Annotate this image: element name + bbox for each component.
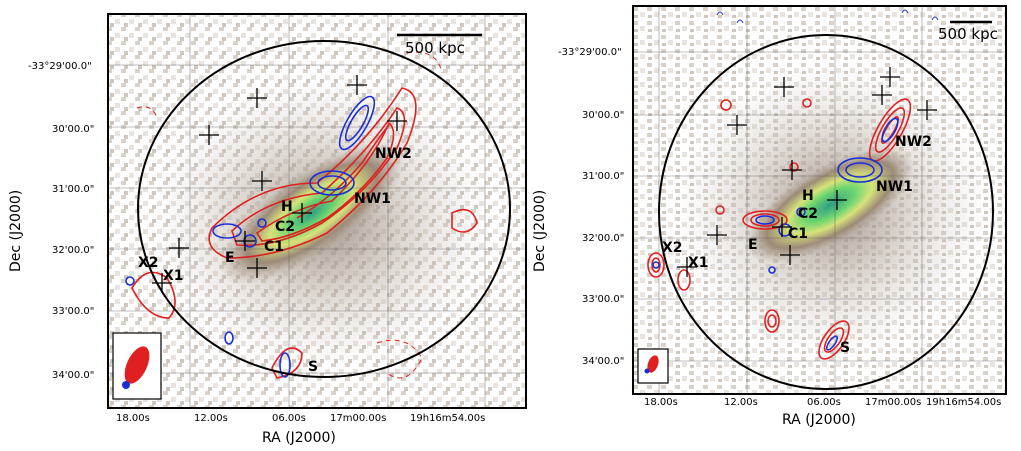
left-xlabel: RA (J2000) [262, 430, 336, 446]
left-panel: Dec (J2000) -33°29'00.0" 30'00.0" 31'00.… [8, 13, 527, 446]
left-scalebar-label: 500 kpc [405, 39, 465, 57]
left-src-x2: X2 [138, 255, 159, 271]
right-dec-tick-3: 32'00.0" [582, 233, 625, 244]
right-src-x2: X2 [662, 240, 683, 256]
right-ylabel: Dec (J2000) [532, 189, 548, 272]
right-dec-tick-2: 31'00.0" [582, 171, 625, 182]
left-src-e: E [225, 250, 235, 266]
left-src-h: H [281, 199, 293, 215]
right-src-h: H [802, 188, 814, 204]
left-ylabel: Dec (J2000) [8, 189, 24, 272]
right-image: 500 kpc NW2 NW1 H C2 C1 E X2 X1 S [632, 5, 1007, 395]
left-ra-tick-1: 12.00s [194, 413, 228, 424]
right-panel: Dec (J2000) -33°29'00.0" 30'00.0" 31'00.… [520, 0, 1021, 451]
right-ra-tick-4: 19h16m54.00s [926, 397, 1002, 408]
right-src-nw1: NW1 [876, 179, 913, 195]
right-ra-tick-1: 12.00s [724, 397, 758, 408]
right-ra-tick-3: 17m00.00s [865, 397, 922, 408]
left-ra-tick-2: 06.00s [272, 413, 306, 424]
right-src-c2: C2 [798, 206, 818, 222]
right-scalebar-label: 500 kpc [938, 25, 998, 43]
right-dec-tick-1: 30'00.0" [582, 110, 625, 121]
left-src-nw2: NW2 [375, 146, 412, 162]
left-src-c1: C1 [264, 239, 284, 255]
left-ra-tick-0: 18.00s [116, 413, 150, 424]
right-src-e: E [748, 237, 758, 253]
right-src-x1: X1 [688, 255, 709, 271]
right-ra-tick-2: 06.00s [807, 397, 841, 408]
left-dec-tick-3: 32'00.0" [52, 245, 95, 256]
left-image: 500 kpc NW2 NW1 H C2 C1 E X2 X1 S [107, 13, 527, 409]
left-dec-tick-5: 34'00.0" [52, 370, 95, 381]
right-xlabel: RA (J2000) [782, 412, 856, 428]
left-src-x1: X1 [163, 268, 184, 284]
left-dec-tick-4: 33'00.0" [52, 306, 95, 317]
right-dec-tick-0: -33°29'00.0" [558, 47, 622, 58]
right-src-c1: C1 [788, 226, 808, 242]
right-dec-tick-5: 34'00.0" [582, 356, 625, 367]
left-dec-tick-0: -33°29'00.0" [28, 61, 92, 72]
left-dec-tick-2: 31'00.0" [52, 184, 95, 195]
left-src-s: S [308, 359, 318, 375]
left-ra-tick-3: 17m00.00s [330, 413, 387, 424]
left-src-c2: C2 [275, 219, 295, 235]
right-dec-tick-4: 33'00.0" [582, 294, 625, 305]
right-src-s: S [840, 340, 850, 356]
right-src-nw2: NW2 [895, 134, 932, 150]
left-dec-tick-1: 30'00.0" [52, 124, 95, 135]
left-src-nw1: NW1 [354, 191, 391, 207]
left-ra-tick-4: 19h16m54.00s [410, 413, 486, 424]
right-ra-tick-0: 18.00s [644, 397, 678, 408]
